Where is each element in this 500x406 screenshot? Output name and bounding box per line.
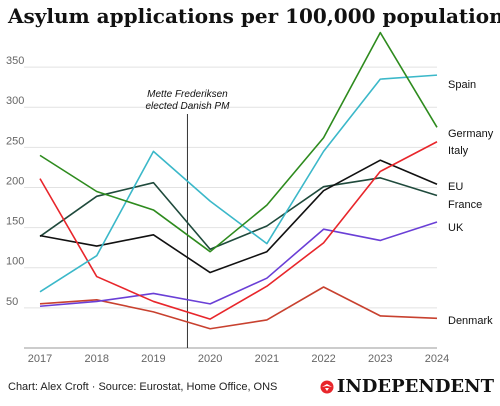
y-tick-label: 300 xyxy=(6,95,24,107)
series-label-uk: UK xyxy=(448,222,464,234)
x-tick-label: 2023 xyxy=(368,353,392,365)
series-line-uk xyxy=(39,221,438,308)
series-label-italy: Italy xyxy=(448,145,469,157)
x-tick-label: 2019 xyxy=(141,353,165,365)
publisher-logo: INDEPENDENT xyxy=(320,376,494,397)
series-line-spain xyxy=(39,74,438,293)
y-tick-label: 100 xyxy=(6,256,24,268)
annotation-text: elected Danish PM xyxy=(145,101,230,112)
y-tick-label: 150 xyxy=(6,216,24,228)
x-tick-label: 2017 xyxy=(28,353,52,365)
series-line-eu xyxy=(39,159,438,274)
x-tick-label: 2018 xyxy=(84,353,108,365)
series-label-germany: Germany xyxy=(448,128,494,140)
x-tick-label: 2020 xyxy=(198,353,222,365)
x-tick-label: 2021 xyxy=(255,353,279,365)
chart-title: Asylum applications per 100,000 populati… xyxy=(8,4,500,28)
x-tick-label: 2024 xyxy=(425,353,449,365)
series-line-denmark xyxy=(39,286,438,330)
series-line-italy xyxy=(39,141,438,320)
series-label-denmark: Denmark xyxy=(448,315,493,327)
annotation-text: Mette Frederiksen xyxy=(147,89,228,100)
y-tick-label: 350 xyxy=(6,55,24,67)
series-label-france: France xyxy=(448,199,482,211)
y-tick-label: 50 xyxy=(6,296,18,308)
series-label-spain: Spain xyxy=(448,79,476,91)
series-label-eu: EU xyxy=(448,181,463,193)
eagle-icon xyxy=(320,380,334,393)
chart-credit: Chart: Alex Croft · Source: Eurostat, Ho… xyxy=(8,381,278,393)
y-tick-label: 250 xyxy=(6,135,24,147)
series-line-france xyxy=(39,177,438,251)
series-line-germany xyxy=(39,31,438,253)
x-tick-label: 2022 xyxy=(311,353,335,365)
y-tick-label: 200 xyxy=(6,175,24,187)
publisher-name: INDEPENDENT xyxy=(336,376,494,397)
